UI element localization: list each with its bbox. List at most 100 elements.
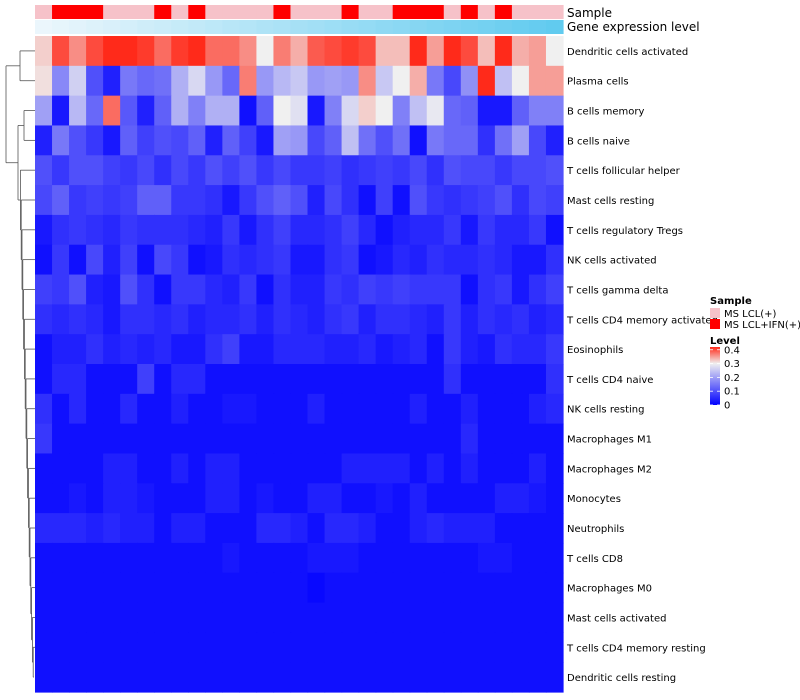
heatmap-cell — [511, 334, 530, 365]
expression-annotation-cell — [494, 20, 513, 34]
heatmap-cell — [154, 423, 172, 455]
heatmap-cell — [511, 513, 530, 544]
heatmap-cell — [222, 364, 240, 395]
heatmap-cell — [375, 632, 394, 663]
level-tick-label: 0.3 — [724, 359, 740, 370]
heatmap-cell — [120, 513, 138, 544]
heatmap-cell — [511, 483, 530, 514]
heatmap-cell — [188, 364, 206, 395]
expression-annotation-cell — [528, 20, 547, 34]
row-label: T cells gamma delta — [566, 285, 668, 296]
heatmap-cell — [188, 304, 206, 335]
heatmap-cell — [443, 214, 462, 246]
heatmap-cell — [443, 364, 462, 395]
heatmap-cell — [409, 274, 428, 305]
heatmap-cell — [358, 602, 377, 633]
heatmap-cell — [528, 185, 547, 216]
heatmap-cell — [341, 453, 360, 484]
expression-annotation-cell — [460, 20, 479, 34]
heatmap-cell — [290, 662, 309, 693]
heatmap-cell — [528, 36, 547, 67]
heatmap-cell — [222, 572, 240, 604]
heatmap-cell — [409, 513, 428, 544]
heatmap-cell — [154, 542, 172, 574]
heatmap-cell — [239, 125, 258, 156]
heatmap-cell — [324, 364, 343, 395]
heatmap-cell — [256, 572, 275, 604]
sample-annotation-track — [35, 5, 564, 19]
heatmap-cell — [86, 185, 104, 216]
heatmap-cell — [222, 65, 240, 97]
heatmap-cell — [290, 393, 309, 425]
heatmap-cell — [86, 572, 104, 604]
heatmap-cell — [324, 602, 343, 633]
heatmap-cell — [307, 542, 326, 574]
heatmap-cell — [426, 393, 445, 425]
heatmap-cell — [69, 423, 87, 455]
heatmap-cell — [239, 632, 258, 663]
heatmap-cell — [137, 364, 155, 395]
heatmap-cell — [375, 244, 394, 276]
heatmap-cell — [307, 274, 326, 305]
heatmap-cell — [545, 214, 564, 246]
heatmap-cell — [154, 95, 172, 127]
heatmap-cell — [188, 662, 206, 693]
heatmap-cell — [188, 453, 206, 484]
heatmap-cell — [409, 185, 428, 216]
expression-track-label: Gene expression level — [567, 20, 700, 34]
heatmap-cell — [137, 662, 155, 693]
heatmap-cell — [545, 125, 564, 156]
heatmap-cell — [409, 364, 428, 395]
heatmap-cell — [324, 393, 343, 425]
heatmap-cell — [52, 185, 70, 216]
heatmap-cell — [35, 364, 53, 395]
heatmap-cell — [341, 542, 360, 574]
heatmap-cell — [460, 244, 479, 276]
heatmap-cell — [511, 155, 530, 186]
heatmap-cell — [392, 334, 411, 365]
heatmap-cell — [52, 244, 70, 276]
heatmap-cell — [341, 65, 360, 97]
heatmap-cell — [256, 423, 275, 455]
heatmap-cell — [103, 662, 121, 693]
heatmap-cell — [171, 95, 189, 127]
heatmap-cell — [511, 364, 530, 395]
expression-annotation-cell — [239, 20, 258, 34]
heatmap-cell — [52, 453, 70, 484]
heatmap-cell — [494, 423, 513, 455]
heatmap-cell — [137, 423, 155, 455]
heatmap-cell — [86, 334, 104, 365]
heatmap-cell — [494, 274, 513, 305]
sample-legend-title: Sample — [710, 296, 752, 307]
heatmap-cell — [341, 125, 360, 156]
heatmap-cell — [103, 274, 121, 305]
heatmap-cell — [52, 572, 70, 604]
heatmap-cell — [205, 125, 223, 156]
heatmap-cell — [86, 304, 104, 335]
heatmap-cell — [409, 483, 428, 514]
heatmap-cell — [205, 244, 223, 276]
heatmap-cell — [358, 632, 377, 663]
heatmap-cell — [307, 304, 326, 335]
heatmap-cell — [511, 36, 530, 67]
heatmap-cell — [392, 572, 411, 604]
heatmap-cell — [307, 423, 326, 455]
heatmap-cell — [392, 513, 411, 544]
row-label: Dendritic cells resting — [567, 673, 676, 684]
heatmap-cell — [477, 662, 496, 693]
heatmap-cell — [324, 95, 343, 127]
heatmap-cell — [375, 155, 394, 186]
heatmap-cell — [409, 334, 428, 365]
heatmap-cell — [443, 572, 462, 604]
heatmap-cell — [103, 393, 121, 425]
heatmap-cell — [188, 214, 206, 246]
heatmap-cell — [205, 572, 223, 604]
heatmap-cell — [477, 185, 496, 216]
heatmap-cell — [375, 95, 394, 127]
heatmap-cell — [324, 423, 343, 455]
heatmap-cell — [494, 334, 513, 365]
heatmap-cell — [545, 542, 564, 574]
heatmap-cell — [392, 36, 411, 67]
heatmap-cell — [528, 423, 547, 455]
expression-annotation-cell — [256, 20, 275, 34]
